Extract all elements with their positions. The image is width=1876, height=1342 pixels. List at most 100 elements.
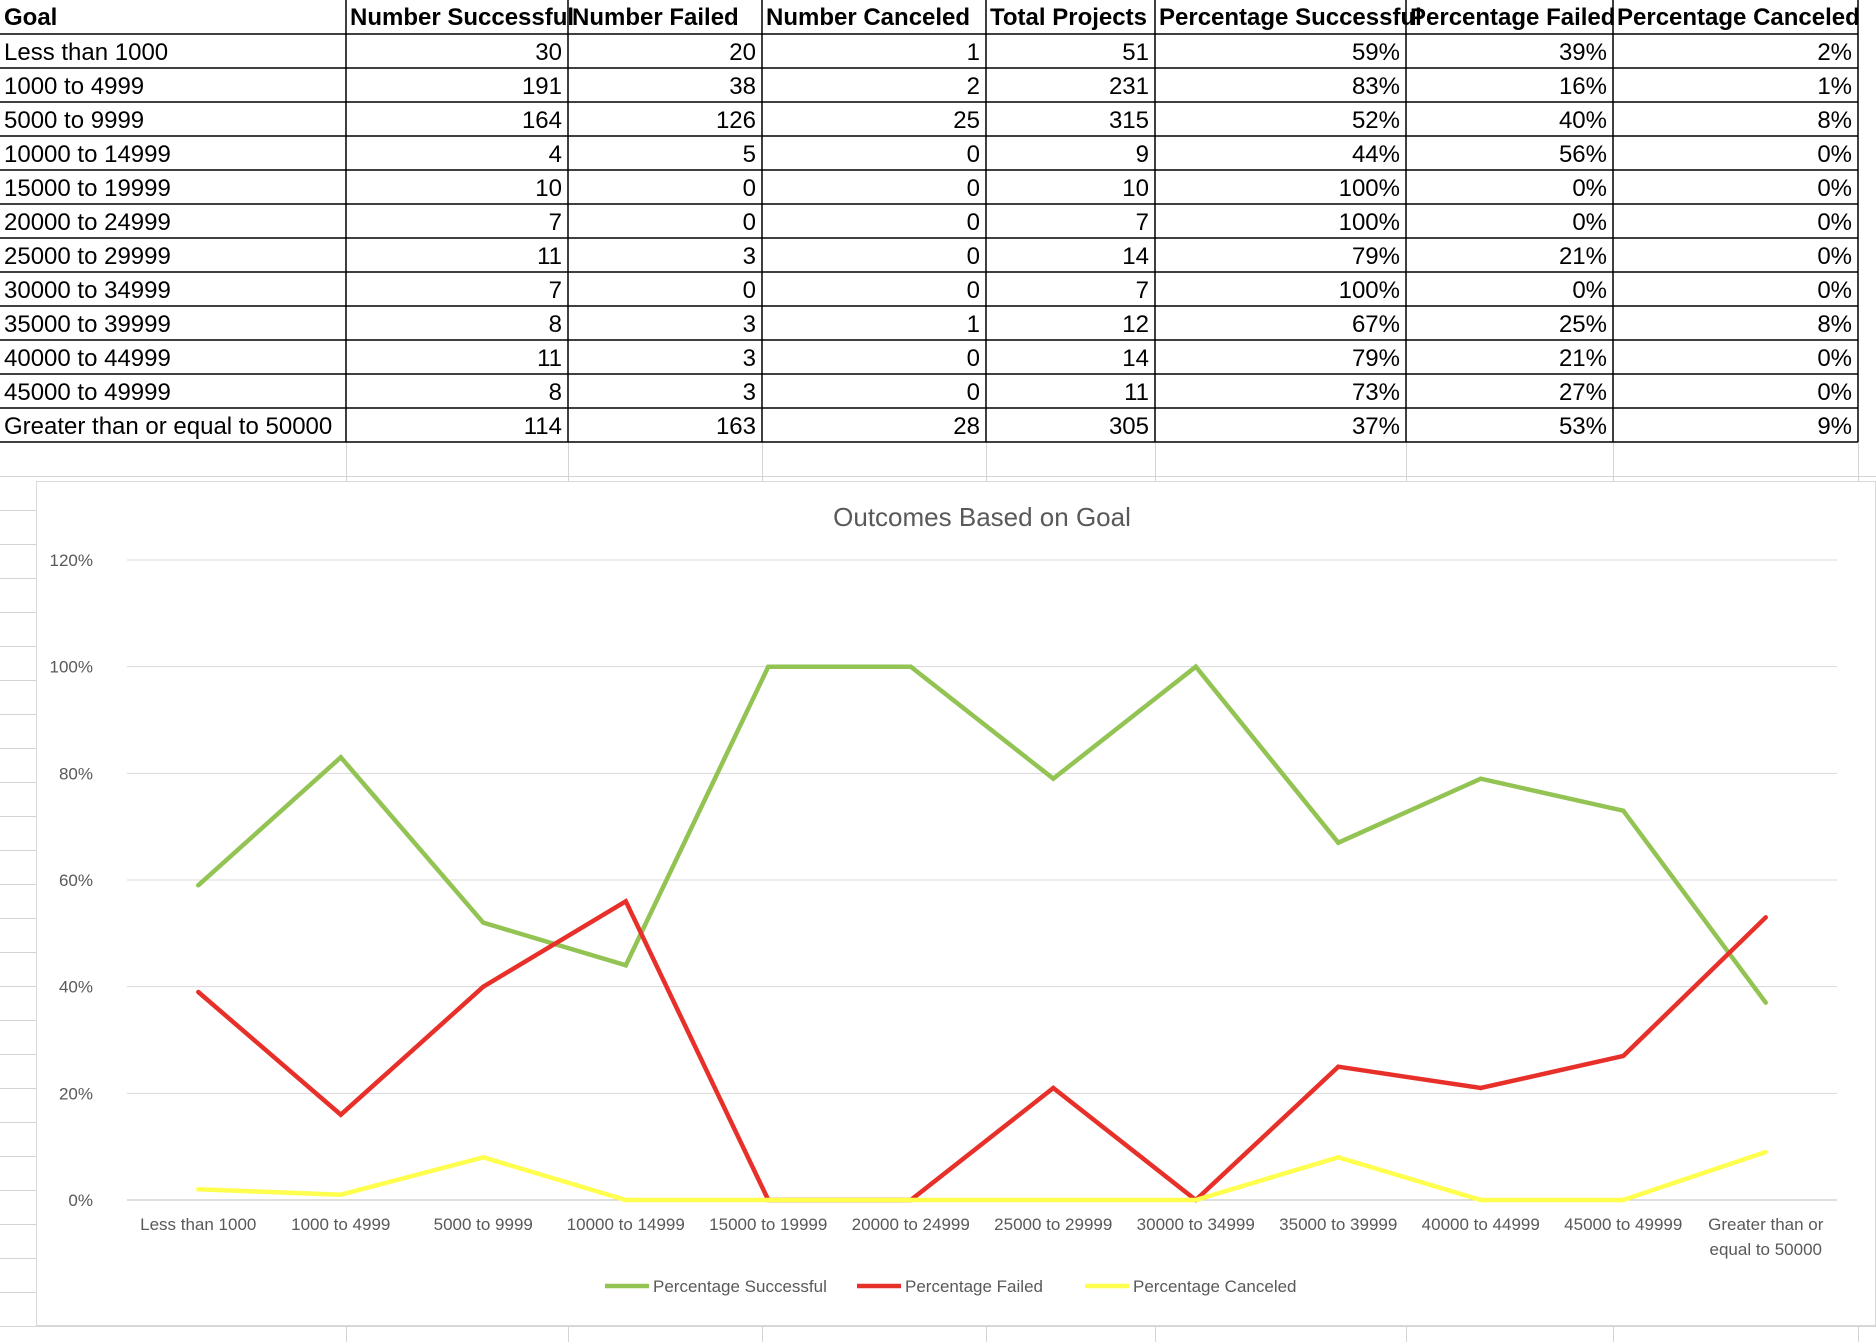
value-cell[interactable]: 9 xyxy=(1136,141,1149,168)
data-point[interactable] xyxy=(1763,1149,1768,1155)
value-cell[interactable]: 100% xyxy=(1339,209,1400,236)
value-cell[interactable]: 67% xyxy=(1352,311,1400,338)
value-cell[interactable]: 0 xyxy=(967,209,980,236)
value-cell[interactable]: 51 xyxy=(1122,39,1149,66)
series-line[interactable] xyxy=(196,898,1768,1203)
value-cell[interactable]: 0% xyxy=(1572,175,1607,202)
value-cell[interactable]: 40% xyxy=(1559,107,1607,134)
data-point[interactable] xyxy=(1478,776,1483,781)
value-cell[interactable]: 14 xyxy=(1122,243,1149,270)
value-cell[interactable]: 0% xyxy=(1817,345,1852,372)
value-cell[interactable]: 2% xyxy=(1817,39,1852,66)
goal-cell[interactable]: 30000 to 34999 xyxy=(4,277,171,304)
value-cell[interactable]: 8% xyxy=(1817,311,1852,338)
value-cell[interactable]: 2 xyxy=(967,73,980,100)
value-cell[interactable]: 79% xyxy=(1352,345,1400,372)
goal-cell[interactable]: Greater than or equal to 50000 xyxy=(4,413,332,440)
data-point[interactable] xyxy=(1051,1085,1056,1091)
value-cell[interactable]: 8% xyxy=(1817,107,1852,134)
value-cell[interactable]: 3 xyxy=(743,311,756,338)
value-cell[interactable]: 10 xyxy=(1122,175,1149,202)
data-point[interactable] xyxy=(1763,1000,1768,1005)
value-cell[interactable]: 30 xyxy=(535,39,562,66)
legend-item[interactable]: Percentage Canceled xyxy=(1085,1277,1297,1296)
data-point[interactable] xyxy=(766,664,771,669)
value-cell[interactable]: 53% xyxy=(1559,413,1607,440)
value-cell[interactable]: 16% xyxy=(1559,73,1607,100)
data-point[interactable] xyxy=(908,1197,913,1203)
value-cell[interactable]: 231 xyxy=(1109,73,1149,100)
table-header-cell[interactable]: Number Failed xyxy=(572,4,739,31)
value-cell[interactable]: 9% xyxy=(1817,413,1852,440)
data-point[interactable] xyxy=(196,1187,201,1192)
goal-cell[interactable]: 45000 to 49999 xyxy=(4,379,171,406)
data-point[interactable] xyxy=(338,1192,343,1197)
value-cell[interactable]: 7 xyxy=(549,277,562,304)
value-cell[interactable]: 0 xyxy=(967,379,980,406)
data-point[interactable] xyxy=(1478,1085,1483,1091)
value-cell[interactable]: 0 xyxy=(967,175,980,202)
goal-cell[interactable]: Less than 1000 xyxy=(4,39,168,66)
value-cell[interactable]: 10 xyxy=(535,175,562,202)
data-point[interactable] xyxy=(1621,1053,1626,1059)
value-cell[interactable]: 25 xyxy=(953,107,980,134)
data-point[interactable] xyxy=(481,984,486,989)
series-line[interactable] xyxy=(198,1149,1767,1203)
goal-cell[interactable]: 20000 to 24999 xyxy=(4,209,171,236)
data-point[interactable] xyxy=(1193,1197,1198,1203)
table-header-cell[interactable]: Goal xyxy=(4,4,57,31)
value-cell[interactable]: 0 xyxy=(967,277,980,304)
value-cell[interactable]: 21% xyxy=(1559,243,1607,270)
value-cell[interactable]: 191 xyxy=(522,73,562,100)
goal-cell[interactable]: 1000 to 4999 xyxy=(4,73,144,100)
value-cell[interactable]: 1 xyxy=(967,39,980,66)
data-point[interactable] xyxy=(623,1197,628,1203)
value-cell[interactable]: 126 xyxy=(716,107,756,134)
value-cell[interactable]: 27% xyxy=(1559,379,1607,406)
data-point[interactable] xyxy=(481,920,486,925)
value-cell[interactable]: 11 xyxy=(537,345,562,372)
data-point[interactable] xyxy=(766,1197,771,1203)
value-cell[interactable]: 3 xyxy=(743,345,756,372)
value-cell[interactable]: 163 xyxy=(716,413,756,440)
data-point[interactable] xyxy=(908,664,913,669)
value-cell[interactable]: 0% xyxy=(1817,175,1852,202)
value-cell[interactable]: 0% xyxy=(1817,141,1852,168)
data-point[interactable] xyxy=(196,883,201,888)
value-cell[interactable]: 14 xyxy=(1122,345,1149,372)
value-cell[interactable]: 305 xyxy=(1109,413,1149,440)
value-cell[interactable]: 0 xyxy=(967,345,980,372)
value-cell[interactable]: 52% xyxy=(1352,107,1400,134)
value-cell[interactable]: 3 xyxy=(743,243,756,270)
value-cell[interactable]: 0 xyxy=(743,175,756,202)
value-cell[interactable]: 25% xyxy=(1559,311,1607,338)
value-cell[interactable]: 20 xyxy=(729,39,756,66)
value-cell[interactable]: 7 xyxy=(1136,209,1149,236)
legend-item[interactable]: Percentage Failed xyxy=(857,1277,1043,1296)
value-cell[interactable]: 11 xyxy=(1124,379,1149,406)
data-point[interactable] xyxy=(481,1155,486,1160)
data-point[interactable] xyxy=(338,755,343,760)
value-cell[interactable]: 0 xyxy=(743,209,756,236)
value-cell[interactable]: 39% xyxy=(1559,39,1607,66)
series-line[interactable] xyxy=(196,663,1768,1005)
value-cell[interactable]: 0 xyxy=(967,141,980,168)
value-cell[interactable]: 0% xyxy=(1817,379,1852,406)
value-cell[interactable]: 0% xyxy=(1572,277,1607,304)
value-cell[interactable]: 37% xyxy=(1352,413,1400,440)
value-cell[interactable]: 5 xyxy=(743,141,756,168)
data-point[interactable] xyxy=(1336,1155,1341,1160)
value-cell[interactable]: 100% xyxy=(1339,277,1400,304)
data-point[interactable] xyxy=(1336,1064,1341,1069)
value-cell[interactable]: 59% xyxy=(1352,39,1400,66)
value-cell[interactable]: 1% xyxy=(1817,73,1852,100)
data-point[interactable] xyxy=(196,989,201,995)
data-point[interactable] xyxy=(623,963,628,968)
value-cell[interactable]: 11 xyxy=(537,243,562,270)
table-header-cell[interactable]: Number Canceled xyxy=(766,4,970,31)
data-point[interactable] xyxy=(1763,915,1768,920)
value-cell[interactable]: 44% xyxy=(1352,141,1400,168)
value-cell[interactable]: 3 xyxy=(743,379,756,406)
value-cell[interactable]: 12 xyxy=(1122,311,1149,338)
value-cell[interactable]: 4 xyxy=(549,141,562,168)
